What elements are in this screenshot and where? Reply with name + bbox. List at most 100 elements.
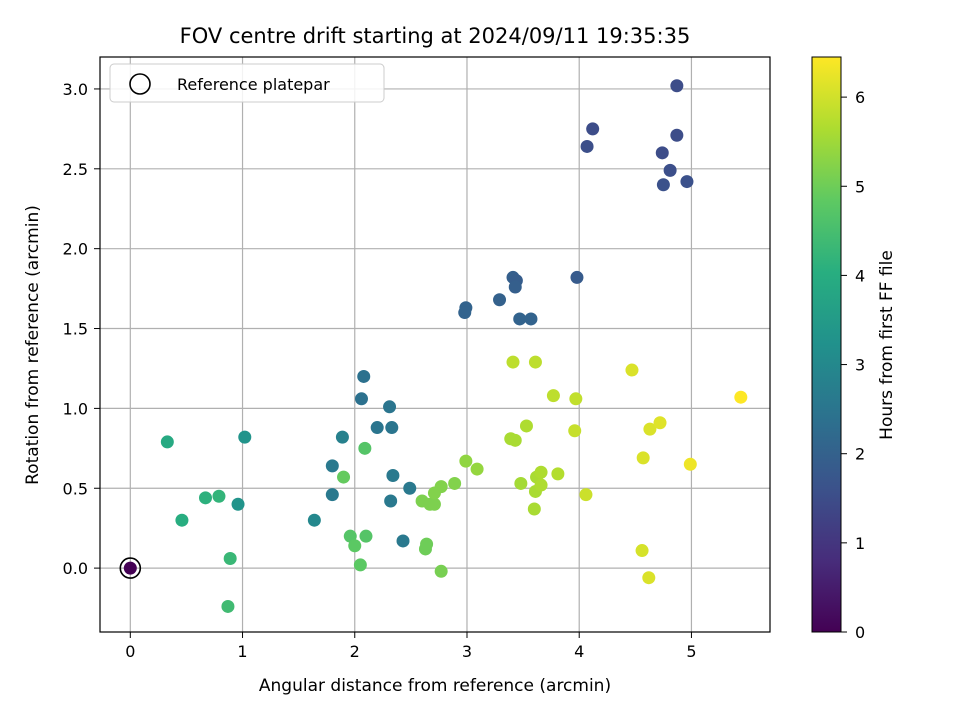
scatter-point — [643, 422, 657, 436]
grid-lines — [100, 57, 770, 632]
scatter-point — [663, 163, 677, 177]
colorbar-tick-label: 4 — [855, 266, 865, 285]
scatter-point — [493, 293, 507, 307]
colorbar-tick-label: 5 — [855, 177, 865, 196]
colorbar-tick-label: 0 — [855, 623, 865, 642]
scatter-point — [670, 79, 684, 93]
scatter-point — [357, 369, 371, 383]
scatter-point — [683, 457, 697, 471]
scatter-point — [370, 421, 384, 435]
scatter-point — [386, 468, 400, 482]
scatter-point — [325, 459, 339, 473]
scatter-point — [551, 467, 565, 481]
scatter-point — [448, 476, 462, 490]
scatter-point — [459, 454, 473, 468]
scatter-point — [642, 571, 656, 585]
y-axis-label: Rotation from reference (arcmin) — [23, 205, 43, 485]
scatter-point — [359, 529, 373, 543]
y-tick-label: 1.5 — [63, 320, 88, 339]
scatter-point — [385, 421, 399, 435]
colorbar-label: Hours from first FF file — [877, 250, 897, 440]
scatter-point — [458, 306, 472, 320]
y-tick-label: 0.5 — [63, 479, 88, 498]
x-tick-label: 0 — [125, 642, 135, 661]
y-tick-label: 2.0 — [63, 240, 88, 259]
scatter-point — [569, 392, 583, 406]
scatter-point — [570, 270, 584, 284]
scatter-point — [337, 470, 351, 484]
scatter-point — [358, 441, 372, 455]
scatter-point — [527, 502, 541, 516]
y-tick-label: 0.0 — [63, 559, 88, 578]
y-axis-ticks: 0.0 0.5 1.0 1.5 2.0 2.5 3.0 — [63, 80, 100, 578]
scatter-point — [223, 552, 237, 566]
colorbar-tick-label: 1 — [855, 534, 865, 553]
scatter-point — [212, 489, 226, 503]
colorbar-tick-label: 3 — [855, 356, 865, 375]
scatter-point — [403, 481, 417, 495]
scatter-point — [670, 128, 684, 142]
scatter-point — [427, 497, 441, 511]
scatter-point — [680, 175, 694, 189]
y-tick-label: 1.0 — [63, 399, 88, 418]
colorbar-ticks: 0 1 2 3 4 5 6 — [841, 88, 865, 642]
y-tick-label: 2.5 — [63, 160, 88, 179]
data-points — [119, 79, 748, 613]
x-tick-label: 3 — [462, 642, 472, 661]
scatter-point — [519, 419, 533, 433]
scatter-point — [506, 355, 520, 369]
scatter-point — [353, 558, 367, 572]
colorbar-tick-label: 2 — [855, 445, 865, 464]
scatter-point — [546, 389, 560, 403]
scatter-point — [383, 400, 397, 414]
scatter-point — [586, 122, 600, 136]
scatter-point — [175, 513, 189, 527]
legend-reference-marker — [129, 73, 151, 95]
plot-frame — [99, 56, 771, 633]
scatter-point — [524, 312, 538, 326]
reference-point — [123, 561, 137, 575]
scatter-point — [335, 430, 349, 444]
scatter-point — [656, 178, 670, 192]
scatter-point — [434, 564, 448, 578]
x-tick-label: 1 — [237, 642, 247, 661]
scatter-point — [580, 139, 594, 153]
chart-title: FOV centre drift starting at 2024/09/11 … — [180, 24, 691, 48]
scatter-point — [635, 544, 649, 558]
scatter-point — [434, 480, 448, 494]
scatter-point — [231, 497, 245, 511]
scatter-point — [221, 599, 235, 613]
scatter-point — [568, 424, 582, 438]
y-tick-label: 3.0 — [63, 80, 88, 99]
scatter-point — [307, 513, 321, 527]
scatter-point — [160, 435, 174, 449]
scatter-point — [348, 539, 362, 553]
scatter-point — [384, 494, 398, 508]
x-tick-label: 5 — [686, 642, 696, 661]
x-tick-label: 2 — [350, 642, 360, 661]
scatter-point — [534, 478, 548, 492]
legend-entry-reference: Reference platepar — [177, 75, 330, 94]
reference-marker-ring — [119, 557, 142, 579]
scatter-point — [655, 146, 669, 160]
scatter-point — [354, 392, 368, 406]
scatter-point — [653, 416, 667, 430]
legend-box — [109, 63, 385, 103]
scatter-point — [734, 390, 748, 404]
x-axis-label: Angular distance from reference (arcmin) — [259, 676, 611, 696]
scatter-point — [514, 476, 528, 490]
legend: Reference platepar — [109, 63, 385, 103]
scatter-point — [636, 451, 650, 465]
scatter-point — [534, 465, 548, 479]
scatter-point — [396, 534, 410, 548]
scatter-point — [325, 488, 339, 502]
scatter-point — [528, 355, 542, 369]
scatter-point — [625, 363, 639, 377]
scatter-point — [508, 433, 522, 447]
scatter-point — [418, 542, 432, 556]
scatter-point — [579, 488, 593, 502]
x-tick-label: 4 — [574, 642, 584, 661]
colorbar — [811, 56, 842, 633]
scatter-point — [238, 430, 252, 444]
